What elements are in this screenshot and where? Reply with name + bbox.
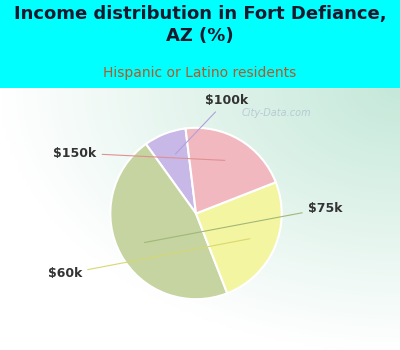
Wedge shape	[146, 128, 196, 214]
Text: $75k: $75k	[144, 202, 342, 243]
Text: $100k: $100k	[176, 94, 248, 154]
Wedge shape	[196, 182, 282, 293]
Wedge shape	[110, 144, 227, 299]
Text: City-Data.com: City-Data.com	[242, 108, 312, 118]
Text: $150k: $150k	[54, 147, 225, 160]
Text: Income distribution in Fort Defiance,
AZ (%): Income distribution in Fort Defiance, AZ…	[14, 5, 386, 45]
Wedge shape	[186, 128, 276, 214]
Text: $60k: $60k	[48, 239, 250, 280]
Text: Hispanic or Latino residents: Hispanic or Latino residents	[103, 66, 297, 80]
